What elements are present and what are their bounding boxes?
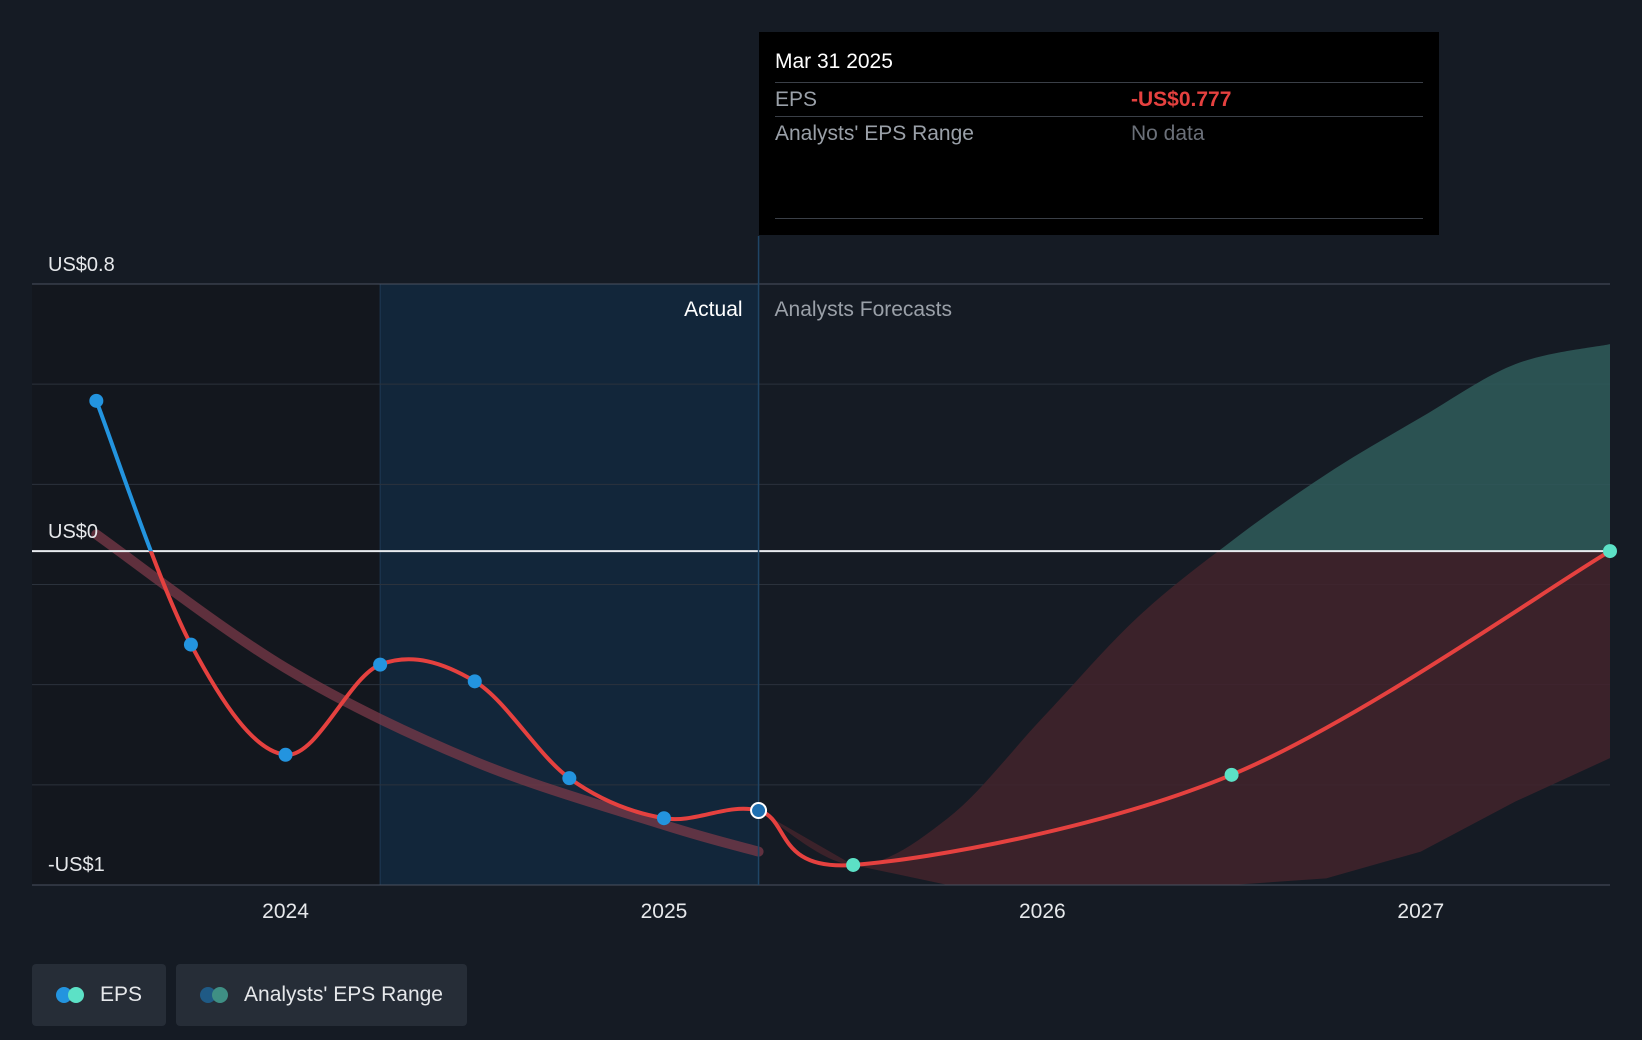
eps-forecast-point	[846, 857, 861, 872]
trend-band	[91, 529, 764, 857]
range-legend-icon	[200, 987, 232, 1003]
legend-range-label: Analysts' EPS Range	[244, 983, 443, 1006]
legend-eps-label: EPS	[100, 983, 143, 1006]
x-tick-label: 2026	[1019, 900, 1066, 923]
x-tick-label: 2024	[262, 900, 309, 923]
eps-point	[183, 637, 198, 652]
hover-tooltip: Mar 31 2025 EPS -US$0.777 Analysts' EPS …	[759, 32, 1439, 235]
y-tick-label: US$0	[48, 521, 98, 543]
forecast-label: Analysts Forecasts	[775, 298, 952, 321]
tooltip-divider	[775, 218, 1423, 219]
eps-forecast-point	[1603, 544, 1617, 559]
eps-point	[373, 657, 388, 672]
y-tick-label: -US$1	[48, 854, 105, 876]
eps-line-negative	[148, 551, 1610, 868]
x-tick-label: 2025	[641, 900, 688, 923]
range-area-positive	[1218, 344, 1610, 552]
tooltip-date: Mar 31 2025	[775, 50, 893, 73]
tooltip-range-row: Analysts' EPS Range No data	[775, 116, 1423, 151]
tooltip-eps-value: -US$0.777	[1131, 88, 1232, 111]
eps-point	[562, 771, 577, 786]
legend-range[interactable]: Analysts' EPS Range	[176, 964, 467, 1026]
eps-forecast-point	[1224, 767, 1239, 782]
tooltip-eps-label: EPS	[775, 88, 818, 111]
legend-eps[interactable]: EPS	[32, 964, 167, 1026]
eps-point	[89, 393, 104, 408]
tooltip-range-value: No data	[1131, 122, 1205, 145]
chart-legend: EPS Analysts' EPS Range	[32, 964, 467, 1026]
tooltip-eps-row: EPS -US$0.777	[775, 82, 1423, 117]
eps-legend-icon	[56, 987, 88, 1003]
x-tick-label: 2027	[1397, 900, 1444, 923]
y-tick-label: US$0.8	[48, 254, 115, 276]
range-area-negative	[758, 551, 1610, 885]
eps-point	[278, 747, 293, 762]
eps-point-hovered	[750, 802, 768, 820]
actual-label: Actual	[684, 298, 742, 321]
tooltip-range-label: Analysts' EPS Range	[775, 122, 974, 145]
eps-point	[467, 674, 482, 689]
eps-point	[656, 811, 671, 826]
